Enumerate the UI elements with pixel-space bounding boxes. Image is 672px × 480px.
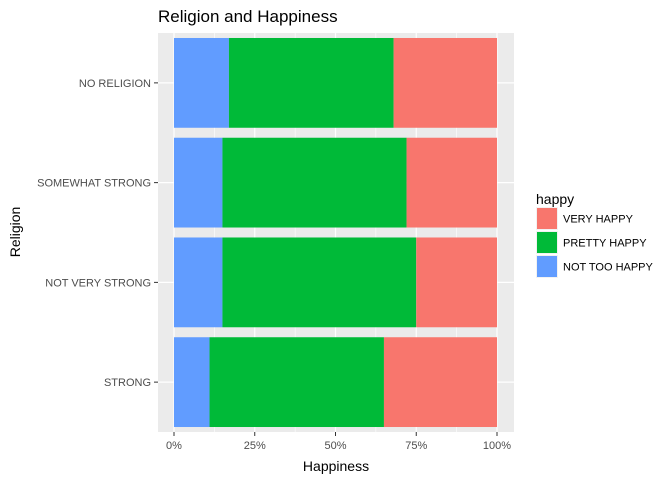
bar-pretty-happy: [222, 237, 417, 328]
bar-not-too-happy: [174, 37, 229, 128]
x-tick-label: 100%: [483, 440, 511, 452]
legend-label-very-happy: VERY HAPPY: [563, 214, 634, 226]
y-axis-title: Religion: [7, 207, 23, 258]
x-tick-label: 50%: [324, 440, 346, 452]
x-axis-title: Happiness: [303, 458, 369, 474]
bar-pretty-happy: [209, 337, 384, 428]
legend-items: VERY HAPPY PRETTY HAPPY NOT TOO HAPPY: [536, 207, 654, 278]
chart-title: Religion and Happiness: [158, 7, 338, 26]
bar-not-too-happy: [174, 337, 210, 428]
legend-swatch-pretty-happy: [537, 232, 557, 253]
bar-not-too-happy: [174, 137, 223, 228]
bar-pretty-happy: [228, 37, 394, 128]
x-tick-label: 75%: [405, 440, 427, 452]
legend-swatch-very-happy: [537, 208, 557, 229]
bars: [174, 37, 497, 428]
bar-not-too-happy: [174, 237, 223, 328]
legend-title: happy: [536, 191, 574, 207]
bar-very-happy: [393, 37, 497, 128]
bar-pretty-happy: [222, 137, 407, 228]
y-tick-label: NO RELIGION: [79, 78, 151, 90]
y-tick-label: STRONG: [104, 377, 151, 389]
legend: happy VERY HAPPY PRETTY HAPPY NOT TOO HAPP…: [536, 191, 654, 278]
legend-label-pretty-happy: PRETTY HAPPY: [563, 238, 647, 250]
legend-swatch-not-too-happy: [537, 256, 557, 277]
x-tick-label: 25%: [244, 440, 266, 452]
y-tick-label: SOMEWHAT STRONG: [37, 178, 151, 190]
x-tick-label: 0%: [166, 440, 182, 452]
bar-very-happy: [406, 137, 497, 228]
bar-very-happy: [416, 237, 497, 328]
legend-label-not-too-happy: NOT TOO HAPPY: [563, 262, 654, 274]
y-tick-label: NOT VERY STRONG: [45, 277, 151, 289]
bar-very-happy: [383, 337, 497, 428]
axes: 0% 25% 50% 75% 100% STRONG NOT VERY STRONG SOME…: [37, 78, 511, 452]
